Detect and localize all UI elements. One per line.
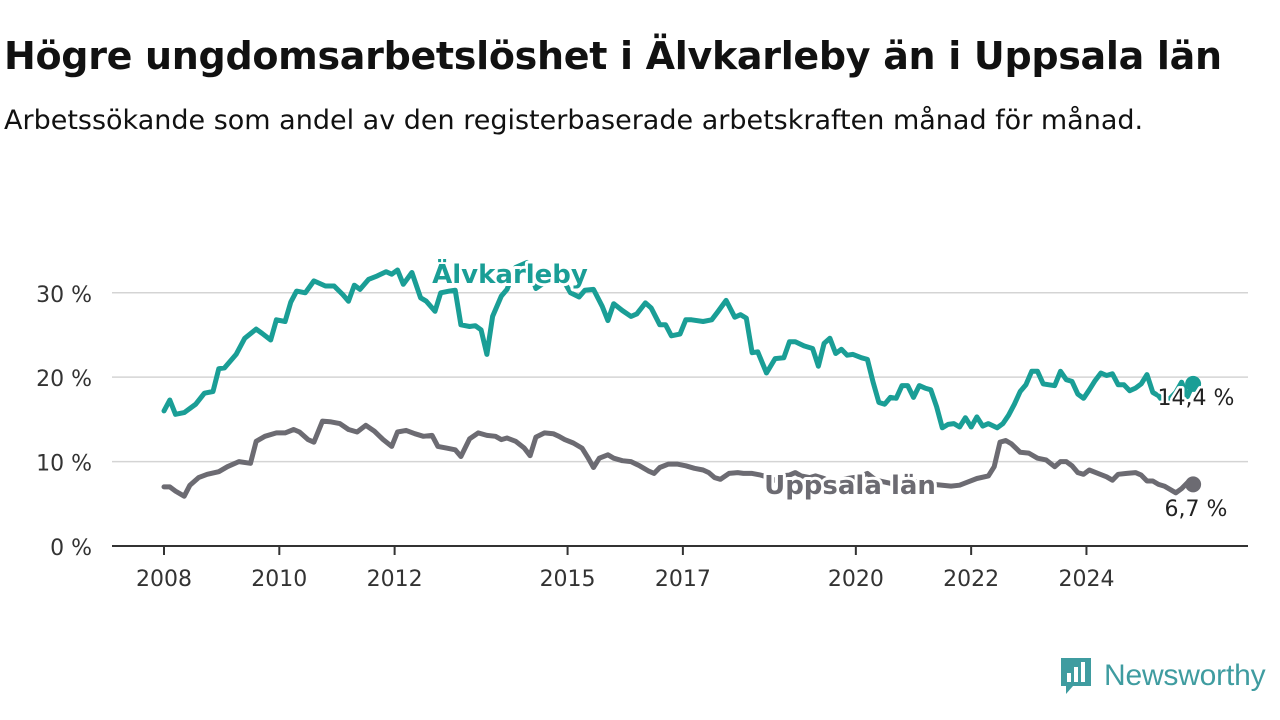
y-tick-label-0: 0 % — [50, 536, 92, 561]
chart-subtitle: Arbetssökande som andel av den registerb… — [4, 105, 1144, 136]
series-uppsala-lan-name-label: Uppsala län — [764, 471, 936, 501]
series-uppsala-lan-end-label: 6,7 % — [1165, 497, 1228, 522]
series-alvkarleby-end-label: 14,4 % — [1158, 386, 1235, 411]
grid-lines — [112, 292, 1248, 463]
series-uppsala-lan-end-marker — [1185, 476, 1202, 493]
x-tick-label-2020: 2020 — [828, 567, 884, 592]
series-labels: Älvkarleby 14,4 % Uppsala län 6,7 % — [429, 255, 1237, 525]
x-tick-label-2017: 2017 — [655, 567, 711, 592]
chart-title: Högre ungdomsarbetslöshet i Älvkarleby ä… — [4, 34, 1222, 78]
x-axis: 2008 2010 2012 2015 2017 2020 2022 2024 — [112, 545, 1248, 592]
newsworthy-logo-text: Newsworthy — [1104, 659, 1266, 692]
y-tick-label-30: 30 % — [36, 283, 92, 308]
newsworthy-logo-icon — [1061, 658, 1091, 694]
y-tick-label-20: 20 % — [36, 367, 92, 392]
series-alvkarleby-name-label: Älvkarleby — [432, 258, 588, 290]
newsworthy-logo: Newsworthy — [1058, 654, 1266, 698]
x-tick-label-2012: 2012 — [367, 567, 423, 592]
y-axis-tick-labels: 0 % 10 % 20 % 30 % — [36, 283, 92, 561]
series-alvkarleby-line — [161, 259, 1196, 431]
x-tick-label-2010: 2010 — [251, 567, 307, 592]
series-uppsala-lan-line — [161, 418, 1196, 499]
x-tick-label-2022: 2022 — [943, 567, 999, 592]
x-tick-label-2024: 2024 — [1058, 567, 1114, 592]
series-alvkarleby-end-marker — [1185, 375, 1202, 392]
x-tick-label-2008: 2008 — [136, 567, 192, 592]
series-lines — [161, 259, 1202, 499]
y-tick-label-10: 10 % — [36, 452, 92, 477]
x-tick-label-2015: 2015 — [540, 567, 596, 592]
